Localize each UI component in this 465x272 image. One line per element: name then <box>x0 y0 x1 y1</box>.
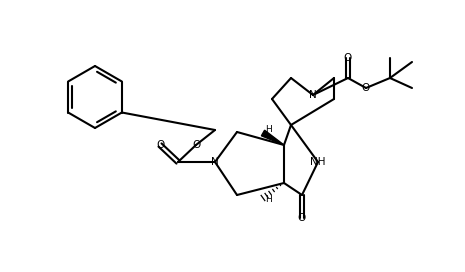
Text: N: N <box>211 157 219 167</box>
Text: N: N <box>309 90 317 100</box>
Text: H: H <box>265 125 272 134</box>
Text: H: H <box>265 196 272 205</box>
Text: O: O <box>156 140 164 150</box>
Text: O: O <box>298 213 306 223</box>
Text: O: O <box>192 140 200 150</box>
Text: O: O <box>362 83 370 93</box>
Polygon shape <box>261 130 284 145</box>
Text: NH: NH <box>310 157 326 167</box>
Text: O: O <box>344 53 352 63</box>
